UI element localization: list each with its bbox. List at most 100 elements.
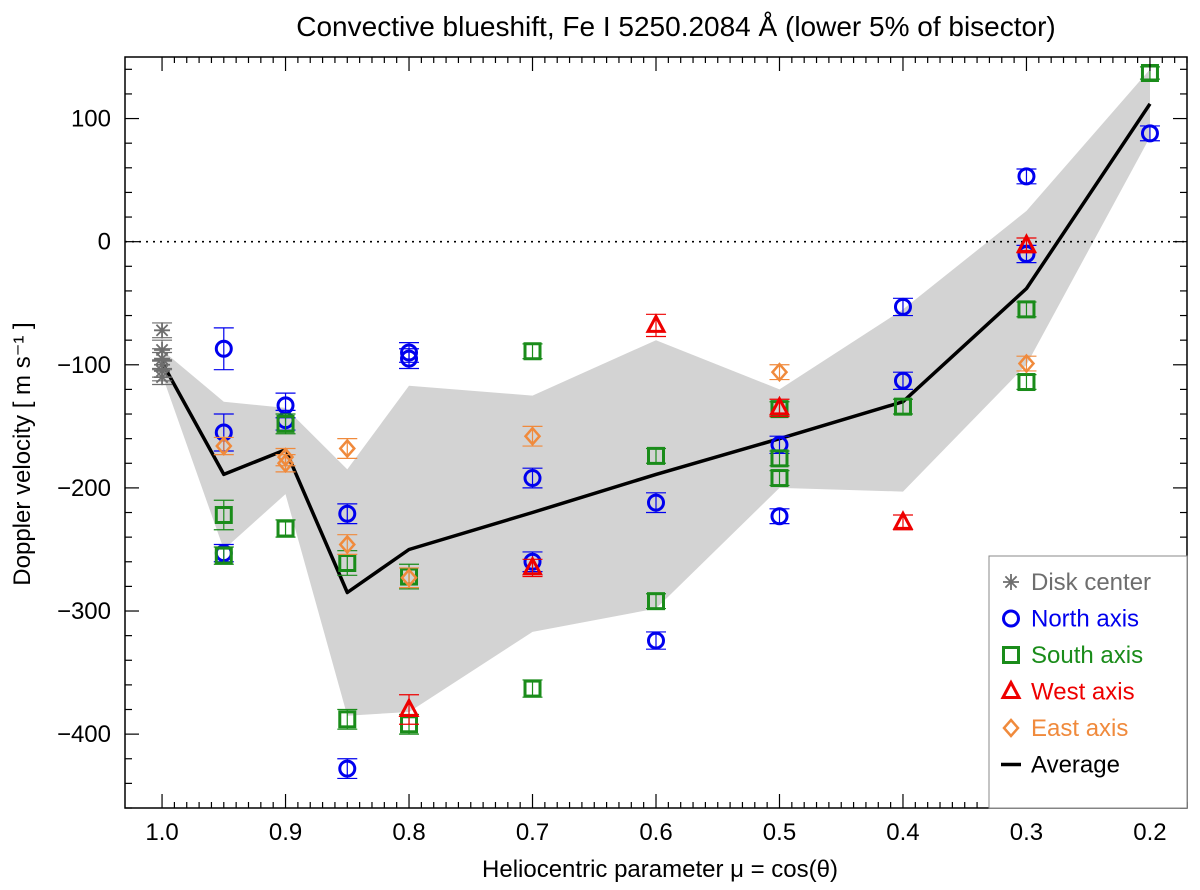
- x-tick-label: 0.5: [763, 819, 796, 846]
- west-axis-marker-2: [645, 313, 667, 333]
- north-axis-marker-19: [1140, 124, 1159, 143]
- legend-item-north-axis: North axis: [1002, 606, 1139, 633]
- north-axis-point-6: [337, 758, 358, 780]
- south-axis-point-5: [337, 708, 358, 730]
- north-axis-marker-14: [770, 507, 789, 526]
- west-axis-point-4: [892, 510, 914, 531]
- south-axis-marker-14: [770, 469, 789, 488]
- north-axis-point-0: [213, 327, 234, 371]
- legend-marker-north-axis: [1002, 609, 1020, 628]
- south-axis-marker-11: [647, 592, 665, 611]
- north-axis-point-9: [522, 467, 543, 489]
- south-axis-marker-13: [770, 449, 789, 468]
- east-axis-point-6: [522, 425, 543, 447]
- disk-center-point-5: [152, 369, 173, 386]
- data-points-layer: [152, 64, 1160, 780]
- north-axis-point-12: [646, 631, 666, 650]
- x-tick-label: 0.7: [516, 819, 549, 846]
- y-tick-label: −100: [57, 352, 111, 379]
- x-tick-label: 0.4: [886, 819, 919, 846]
- legend-item-west-axis: West axis: [1000, 679, 1135, 706]
- disk-center-point-0: [152, 322, 173, 339]
- west-axis-point-3: [768, 395, 790, 418]
- north-axis-error-bar-0: [213, 327, 234, 371]
- legend-label-south-axis: South axis: [1031, 642, 1143, 669]
- north-axis-marker-5: [338, 504, 357, 523]
- legend-item-average: Average: [1001, 752, 1120, 779]
- legend-marker-east-axis: [1002, 718, 1020, 738]
- south-axis-point-14: [769, 469, 790, 488]
- x-tick-label: 0.2: [1133, 819, 1166, 846]
- west-axis-point-1: [522, 555, 544, 578]
- south-axis-point-17: [1016, 373, 1037, 392]
- y-tick-label: 0: [98, 229, 111, 256]
- east-axis-marker-5: [400, 567, 418, 588]
- south-axis-marker-0: [214, 505, 233, 524]
- south-axis-point-8: [522, 342, 543, 361]
- x-tick-label: 0.8: [392, 819, 425, 846]
- south-axis-marker-9: [523, 679, 542, 698]
- axes-layer: 1.0 0.9 0.8 0.7 0.6 0.5 0.4 0.3 0.2 100 0 −100 −200 −…: [57, 56, 1188, 846]
- south-axis-marker-16: [1017, 300, 1036, 319]
- north-axis-point-17: [1016, 167, 1037, 186]
- south-axis-marker-17: [1017, 373, 1036, 392]
- disk-center-marker-5: [154, 369, 171, 386]
- legend: Disk center North axis South axis West axis…: [988, 555, 1188, 809]
- south-axis-marker-8: [523, 342, 542, 361]
- north-axis-point-19: [1139, 124, 1160, 143]
- average-line-layer: [160, 102, 1152, 595]
- south-axis-point-3: [275, 519, 296, 538]
- legend-marker-west-axis: [1000, 679, 1022, 699]
- legend-label-disk-center: Disk center: [1031, 569, 1151, 596]
- west-axis-marker-5: [1015, 233, 1037, 253]
- y-tick-label: −300: [57, 598, 111, 625]
- south-axis-point-10: [646, 446, 666, 465]
- west-axis-marker-4: [892, 510, 914, 530]
- north-axis-marker-16: [893, 371, 912, 390]
- east-axis-marker-4: [338, 534, 356, 555]
- legend-label-average: Average: [1031, 752, 1120, 779]
- uncertainty-band-layer: [162, 69, 1150, 716]
- south-axis-point-16: [1016, 300, 1037, 319]
- east-axis-point-0: [213, 436, 234, 456]
- east-axis-marker-8: [1017, 353, 1036, 374]
- south-axis-point-11: [646, 592, 666, 611]
- south-axis-point-4: [337, 550, 358, 576]
- north-axis-marker-17: [1017, 167, 1036, 186]
- east-axis-marker-2: [276, 453, 295, 474]
- south-axis-marker-4: [338, 554, 357, 573]
- x-tick-label: 0.3: [1010, 819, 1043, 846]
- legend-marker-disk-center: [1003, 574, 1019, 590]
- north-axis-marker-6: [338, 759, 357, 778]
- north-axis-point-5: [337, 503, 358, 525]
- west-axis-marker-3: [768, 395, 790, 416]
- y-tick-label: 100: [71, 106, 111, 133]
- average-line: [160, 102, 1152, 595]
- south-axis-marker-5: [338, 710, 357, 729]
- south-axis-marker-2: [276, 414, 295, 433]
- east-axis-point-3: [337, 438, 358, 459]
- west-axis-point-2: [645, 313, 667, 338]
- south-axis-marker-10: [647, 446, 665, 465]
- west-axis-marker-1: [522, 555, 544, 576]
- east-axis-point-7: [769, 362, 790, 383]
- y-tick-label: −200: [57, 475, 111, 502]
- disk-center-marker-0: [154, 322, 171, 339]
- south-axis-point-0: [213, 499, 234, 531]
- north-axis-point-11: [646, 492, 666, 514]
- south-axis-point-13: [769, 449, 790, 468]
- north-axis-point-16: [892, 371, 913, 391]
- east-axis-marker-7: [770, 362, 789, 383]
- legend-label-west-axis: West axis: [1031, 679, 1135, 706]
- legend-item-east-axis: East axis: [1002, 715, 1128, 742]
- east-axis-point-4: [337, 534, 358, 555]
- east-axis-marker-0: [215, 436, 233, 456]
- x-tick-label: 0.9: [269, 819, 302, 846]
- south-axis-error-bar-0: [213, 499, 234, 531]
- south-axis-marker-15: [893, 397, 912, 416]
- south-axis-point-15: [892, 397, 913, 416]
- x-tick-label: 0.6: [639, 819, 672, 846]
- east-axis-point-5: [399, 567, 420, 589]
- y-axis-title: Doppler velocity [ m s⁻¹ ]: [9, 322, 36, 585]
- east-axis-marker-6: [523, 426, 542, 447]
